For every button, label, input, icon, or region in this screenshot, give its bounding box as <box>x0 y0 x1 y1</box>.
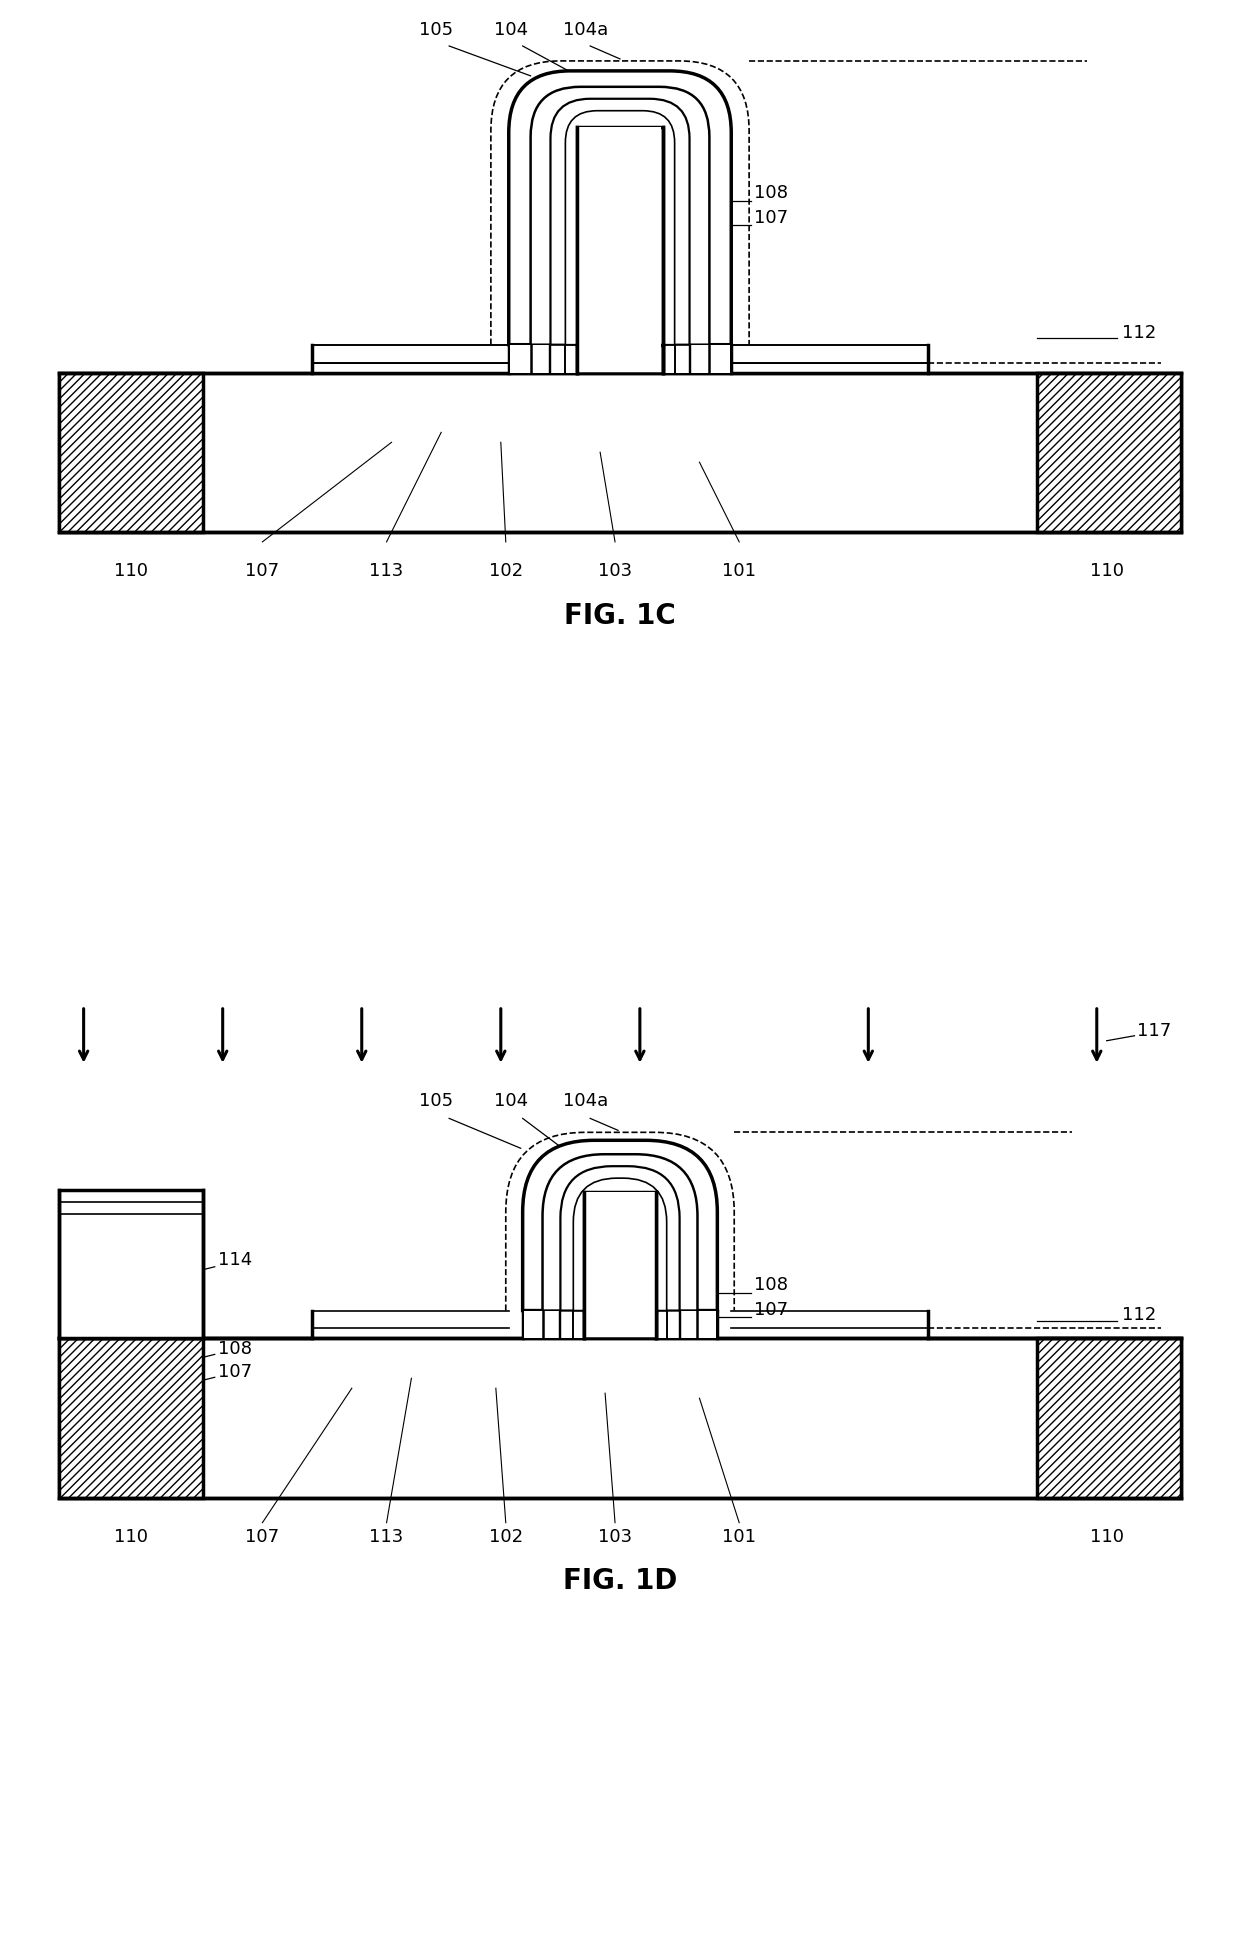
Text: 103: 103 <box>598 562 632 580</box>
Bar <box>510 346 730 373</box>
Text: 105: 105 <box>419 21 454 39</box>
PathPatch shape <box>508 70 732 346</box>
Text: 108: 108 <box>218 1340 252 1359</box>
Bar <box>58 1189 203 1338</box>
Bar <box>585 1191 655 1338</box>
Text: 107: 107 <box>218 1363 252 1381</box>
Bar <box>58 1338 203 1498</box>
Text: 110: 110 <box>114 1527 149 1545</box>
Bar <box>1037 1338 1182 1498</box>
Text: 104: 104 <box>494 1092 528 1111</box>
PathPatch shape <box>551 100 689 346</box>
Text: FIG. 1D: FIG. 1D <box>563 1568 677 1596</box>
PathPatch shape <box>522 1141 718 1310</box>
Bar <box>579 127 661 373</box>
PathPatch shape <box>531 86 709 346</box>
Text: 105: 105 <box>419 1092 454 1111</box>
Text: 110: 110 <box>114 562 149 580</box>
Text: 112: 112 <box>1122 1305 1156 1324</box>
Text: 107: 107 <box>754 209 789 227</box>
Text: 101: 101 <box>722 562 756 580</box>
Text: 108: 108 <box>754 1275 789 1293</box>
Text: 114: 114 <box>218 1250 252 1269</box>
PathPatch shape <box>565 111 675 346</box>
Text: 103: 103 <box>598 1527 632 1545</box>
Bar <box>58 1338 1182 1498</box>
Bar <box>578 127 662 346</box>
Text: 107: 107 <box>246 562 279 580</box>
Text: 112: 112 <box>1122 324 1156 342</box>
Bar <box>584 1191 656 1310</box>
Bar <box>58 373 1182 531</box>
Text: 113: 113 <box>370 562 404 580</box>
Bar <box>312 363 928 373</box>
PathPatch shape <box>573 1178 667 1310</box>
Text: 110: 110 <box>1090 1527 1123 1545</box>
Text: 107: 107 <box>754 1301 789 1318</box>
Text: 104: 104 <box>494 21 528 39</box>
Text: 107: 107 <box>246 1527 279 1545</box>
Bar <box>58 373 203 531</box>
Text: FIG. 1C: FIG. 1C <box>564 602 676 629</box>
Text: 108: 108 <box>754 184 789 203</box>
PathPatch shape <box>543 1154 697 1310</box>
Text: 110: 110 <box>1090 562 1123 580</box>
Text: 113: 113 <box>370 1527 404 1545</box>
Bar <box>525 1310 715 1338</box>
Bar <box>1037 373 1182 531</box>
Text: 104a: 104a <box>563 1092 608 1111</box>
Text: 117: 117 <box>1137 1021 1171 1039</box>
Text: 101: 101 <box>722 1527 756 1545</box>
Text: 102: 102 <box>489 562 523 580</box>
Text: 104a: 104a <box>563 21 608 39</box>
PathPatch shape <box>560 1166 680 1310</box>
Bar <box>312 346 928 363</box>
Text: 102: 102 <box>489 1527 523 1545</box>
